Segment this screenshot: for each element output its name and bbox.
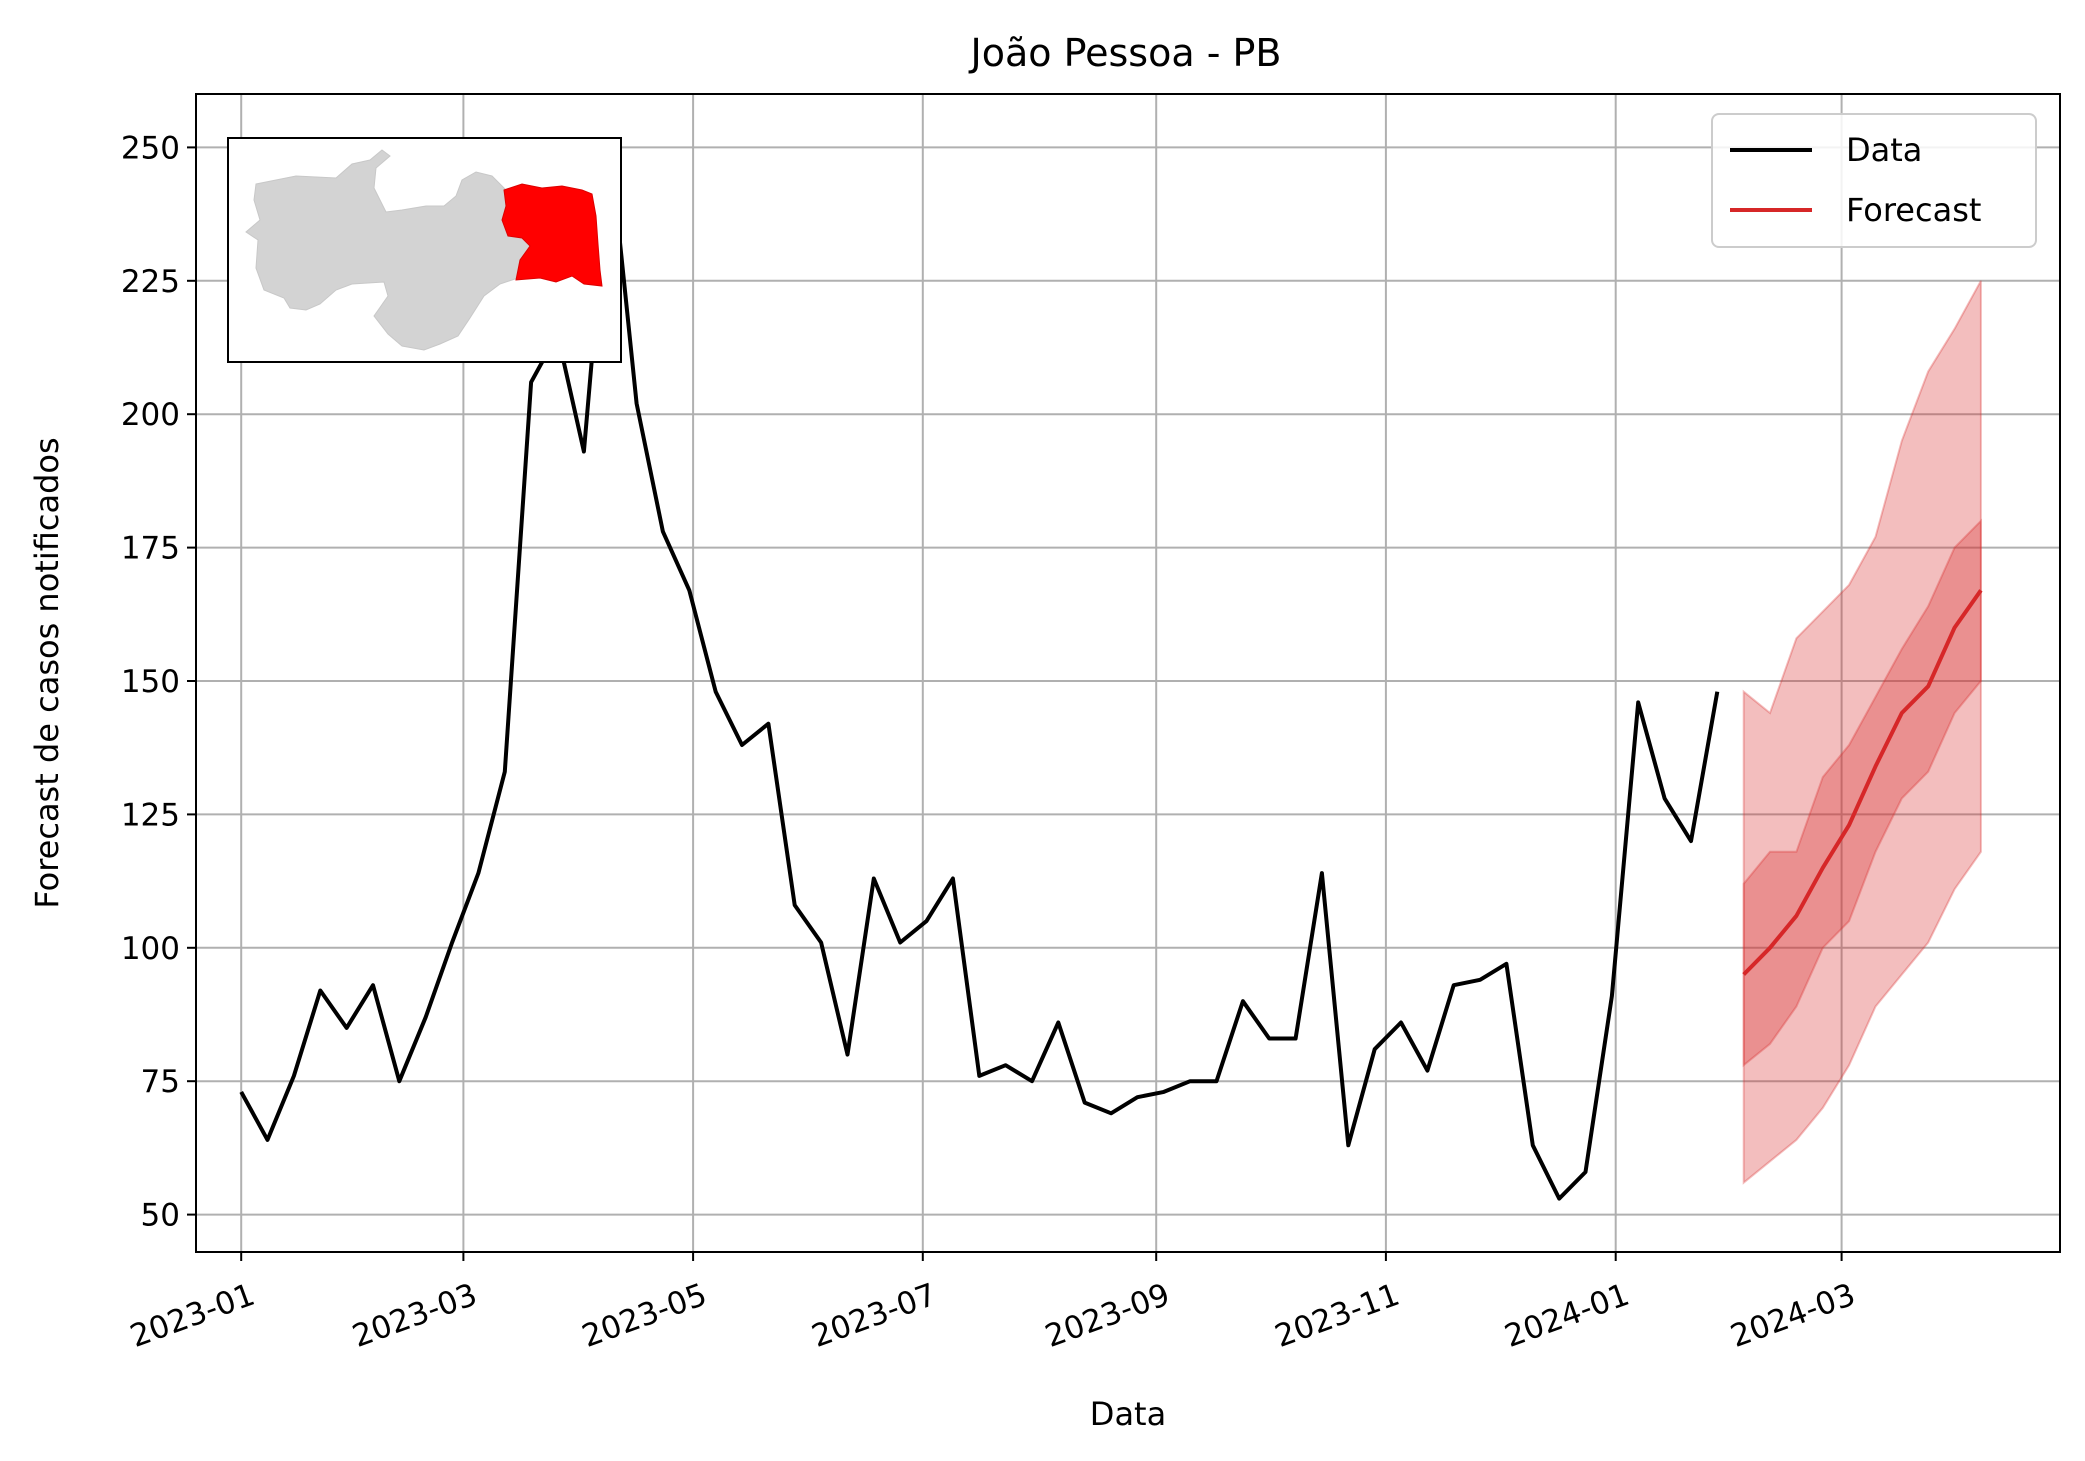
y-axis-title: Forecast de casos notificados: [28, 437, 66, 908]
y-tick-label: 125: [121, 797, 180, 833]
y-tick-label: 100: [121, 931, 180, 967]
forecast-series-line: [1742, 589, 1983, 976]
series-lines: [239, 145, 1983, 1201]
data-series-line: [239, 145, 1720, 1201]
plot-frame: [195, 93, 2061, 1253]
y-tick-label: 150: [121, 664, 180, 700]
legend-box: [1711, 113, 2037, 248]
state-map-highlighted-region: [501, 183, 603, 287]
state-map-base: [245, 149, 543, 351]
y-tick-label: 175: [121, 531, 180, 567]
y-tick-label: 200: [121, 397, 180, 433]
y-tick-label: 250: [121, 130, 180, 166]
y-tick-label: 75: [141, 1064, 180, 1100]
y-tick-label: 225: [121, 264, 180, 300]
legend-label-data: Data: [1846, 131, 1922, 169]
legend: Data Forecast: [1711, 113, 2037, 248]
inset-map: [227, 137, 622, 363]
chart-title: João Pessoa - PB: [969, 31, 1282, 75]
x-axis-title: Data: [1090, 1395, 1166, 1433]
y-tick-label: 50: [141, 1198, 180, 1234]
legend-label-forecast: Forecast: [1846, 191, 1981, 229]
forecast-outer-interval: [1742, 280, 1982, 1185]
